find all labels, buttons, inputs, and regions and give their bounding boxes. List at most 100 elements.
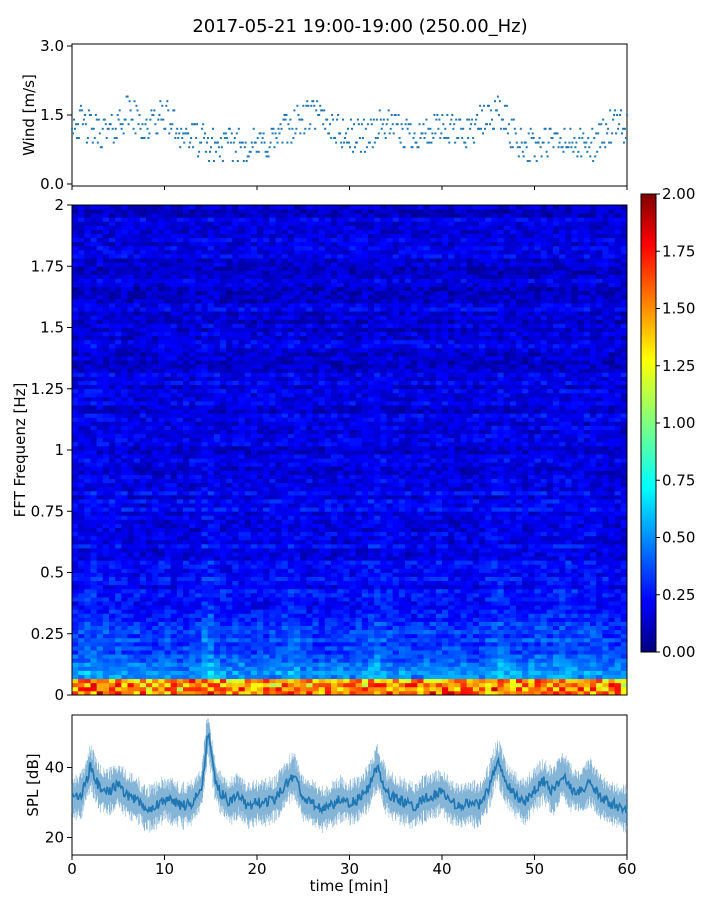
spectrogram-cell <box>429 646 437 651</box>
spectrogram-cell <box>540 515 548 520</box>
spectrogram-cell <box>250 690 258 696</box>
spectrogram-cell <box>491 617 498 622</box>
spectrogram-cell <box>442 588 449 594</box>
spectrogram-cell <box>448 658 455 663</box>
spectrogram-cell <box>269 605 276 610</box>
spectrogram-cell <box>331 568 338 573</box>
wind-point <box>167 109 170 112</box>
wind-point <box>350 118 352 121</box>
spectrogram-cell <box>590 613 597 618</box>
spectrogram-cell <box>250 552 258 557</box>
spectrogram-cell <box>497 633 505 639</box>
spectrogram-cell <box>522 519 529 524</box>
spectrogram-cell <box>479 588 486 594</box>
spectrogram-cell <box>281 592 289 598</box>
spectrogram-cell <box>281 507 289 512</box>
spectrogram-cell <box>577 494 585 500</box>
spectrogram-cell <box>238 507 246 512</box>
spectrogram-cell <box>355 519 363 524</box>
spectrogram-cell <box>355 584 363 590</box>
spectrogram-cell <box>183 646 190 651</box>
spectrogram-cell <box>84 650 91 655</box>
spectrogram-cell <box>509 621 517 626</box>
spectrogram-cell <box>306 605 313 610</box>
spectrogram-cell <box>355 686 363 692</box>
spectrogram-cell <box>121 678 128 684</box>
spectrogram-cell <box>602 572 609 577</box>
spectrogram-cell <box>96 564 104 569</box>
spectrogram-cell <box>583 609 591 614</box>
spectrogram-cell <box>337 646 344 651</box>
spectrogram-cell <box>96 666 104 671</box>
spectrogram-cell <box>596 523 603 528</box>
spectrogram-cell <box>429 531 437 537</box>
wind-point <box>383 132 386 135</box>
wind-point <box>544 127 547 130</box>
spectrogram-cell <box>232 556 239 561</box>
spectrogram-cell <box>620 535 628 541</box>
spectrogram-cell <box>528 584 535 590</box>
spectrogram-cell <box>207 617 215 622</box>
spectrogram-cell <box>608 548 616 553</box>
wind-point <box>230 132 233 135</box>
spectrogram-cell <box>250 539 258 545</box>
wind-point <box>105 137 108 139</box>
spectrogram-cell <box>201 523 209 528</box>
spectrogram-cell <box>596 527 603 533</box>
spectrogram-cell <box>306 609 313 614</box>
spectrogram-cell <box>602 552 609 557</box>
wind-point <box>323 109 326 112</box>
spectrogram-cell <box>565 601 572 606</box>
spectrogram-cell <box>349 613 357 618</box>
spectrogram-cell <box>620 666 628 671</box>
wind-point <box>482 132 484 135</box>
spectrogram-cell <box>380 584 387 590</box>
wind-point <box>599 146 602 149</box>
spectrogram-cell <box>528 641 535 647</box>
spectrogram-cell <box>405 568 412 573</box>
spectrogram-cell <box>312 511 320 516</box>
spectrogram-cell <box>522 670 529 675</box>
spectrogram-cell <box>263 646 270 651</box>
spectrogram-cell <box>176 650 184 655</box>
spectrogram-cell <box>559 625 566 631</box>
wind-point <box>117 118 120 121</box>
wind-point <box>571 141 574 144</box>
spectrogram-cell <box>250 621 258 626</box>
spectrogram-cell <box>577 633 585 639</box>
spectrogram-cell <box>269 633 276 639</box>
spectrogram-cell <box>417 601 424 606</box>
spectrogram-cell <box>337 641 344 647</box>
wind-point <box>559 137 562 139</box>
spectrogram-cell <box>590 690 597 696</box>
spectrogram-cell <box>509 592 517 598</box>
spectrogram-cell <box>343 531 350 537</box>
spectrogram-cell <box>361 592 369 598</box>
wind-point <box>342 118 344 121</box>
spectrogram-cell <box>411 666 418 671</box>
spectrogram-cell <box>232 650 239 655</box>
spectrogram-cell <box>213 511 221 516</box>
spectrogram-cell <box>405 605 412 610</box>
spectrogram-cell <box>392 646 400 651</box>
spectrogram-cell <box>281 588 289 594</box>
spectrogram-cell <box>226 556 233 561</box>
spectrogram-cell <box>195 556 202 561</box>
spectrogram-cell <box>207 564 215 569</box>
spectrogram-cell <box>620 503 628 508</box>
wind-point <box>545 150 548 153</box>
spectrogram-cell <box>620 609 628 614</box>
spectrogram-cell <box>287 507 295 512</box>
spectrogram-cell <box>90 654 98 659</box>
spectrogram-cell <box>565 543 572 549</box>
spectrogram-cell <box>368 654 375 659</box>
spectrogram-cell <box>312 670 320 675</box>
spectrogram-cell <box>411 511 418 516</box>
spectrogram-cell <box>565 507 572 512</box>
spectrogram-cell <box>472 641 480 647</box>
spectrogram-cell <box>528 592 535 598</box>
spectrogram-cell <box>102 641 110 647</box>
spectrogram-cell <box>472 572 480 577</box>
wind-point <box>512 118 515 121</box>
wind-point <box>422 123 425 126</box>
